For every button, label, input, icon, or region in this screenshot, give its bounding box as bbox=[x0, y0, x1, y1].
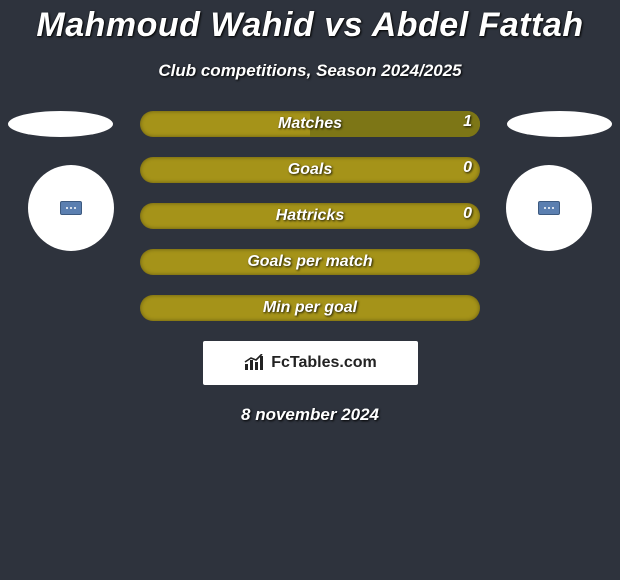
stat-bars: Matches 1 Goals 0 Hattricks 0 Goals per … bbox=[140, 111, 480, 321]
club-right-crest bbox=[506, 165, 592, 251]
stat-row-hattricks: Hattricks 0 bbox=[140, 203, 480, 229]
date-label: 8 november 2024 bbox=[0, 405, 620, 425]
stat-row-goals-per-match: Goals per match bbox=[140, 249, 480, 275]
stat-value-right: 0 bbox=[463, 159, 472, 177]
stat-label: Goals bbox=[140, 161, 480, 179]
stat-label: Goals per match bbox=[140, 253, 480, 271]
brand-chart-icon bbox=[243, 354, 267, 372]
player-right-headshot bbox=[507, 111, 612, 137]
stat-value-right: 0 bbox=[463, 205, 472, 223]
stat-row-matches: Matches 1 bbox=[140, 111, 480, 137]
placeholder-image-icon bbox=[538, 201, 560, 215]
stat-row-min-per-goal: Min per goal bbox=[140, 295, 480, 321]
stat-label: Matches bbox=[140, 115, 480, 133]
stat-label: Min per goal bbox=[140, 299, 480, 317]
brand-badge[interactable]: FcTables.com bbox=[203, 341, 418, 385]
comparison-stage: Matches 1 Goals 0 Hattricks 0 Goals per … bbox=[0, 111, 620, 425]
player-left-headshot bbox=[8, 111, 113, 137]
subtitle: Club competitions, Season 2024/2025 bbox=[0, 61, 620, 81]
brand-text: FcTables.com bbox=[271, 354, 377, 372]
stat-label: Hattricks bbox=[140, 207, 480, 225]
stat-row-goals: Goals 0 bbox=[140, 157, 480, 183]
placeholder-image-icon bbox=[60, 201, 82, 215]
stat-value-right: 1 bbox=[463, 113, 472, 131]
page-title: Mahmoud Wahid vs Abdel Fattah bbox=[0, 0, 620, 45]
club-left-crest bbox=[28, 165, 114, 251]
